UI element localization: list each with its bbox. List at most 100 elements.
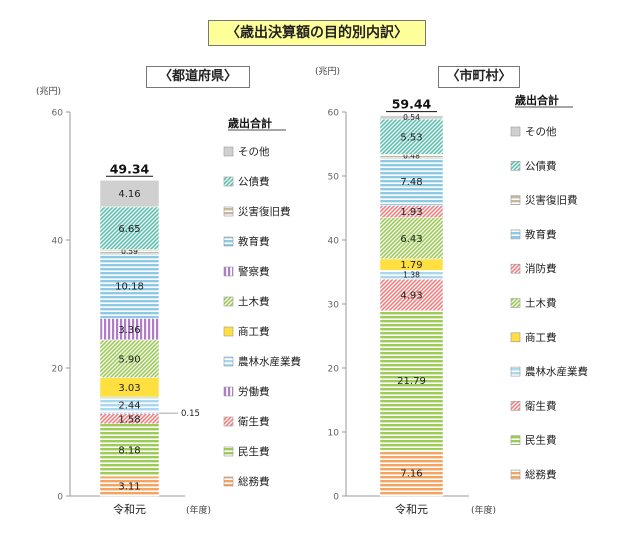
municipality-y-tick-label: 20 [328, 365, 340, 375]
municipality-data-label: 5.53 [400, 132, 422, 143]
municipality-data-label: 4.93 [400, 291, 422, 302]
municipality-legend-swatch-土木費 [510, 298, 521, 308]
municipality-legend-item-消防費: 消防費 [525, 262, 557, 275]
prefecture-legend-swatch-土木費 [223, 296, 234, 307]
prefecture-legend-swatch-民生費 [223, 446, 234, 457]
prefecture-y-tick-label: 40 [52, 237, 64, 247]
prefecture-y-tick-label: 60 [52, 109, 64, 119]
municipality-y-tick-label: 50 [328, 173, 340, 183]
prefecture-legend-swatch-衛生費 [223, 416, 234, 427]
municipality-y-tick-label: 30 [328, 301, 340, 311]
prefecture-data-label: 10.18 [115, 281, 144, 292]
municipality-data-label: 1.93 [400, 207, 422, 218]
prefecture-data-label: 0.59 [121, 247, 138, 256]
municipality-y-tick-label: 10 [328, 429, 340, 439]
municipality-segment-民生費 [379, 310, 444, 451]
municipality-legend-item-土木費: 土木費 [525, 297, 557, 310]
municipality-legend-swatch-災害復旧費 [510, 195, 521, 205]
prefecture-legend-item-教育費: 教育費 [238, 235, 270, 248]
prefecture-legend-swatch-農林水産業費 [223, 356, 234, 367]
prefecture-segment-教育費 [99, 252, 160, 319]
municipality-legend-item-災害復旧費: 災害復旧費 [525, 194, 578, 207]
municipality-legend-swatch-衛生費 [510, 401, 521, 411]
municipality-legend-item-商工費: 商工費 [525, 331, 557, 344]
prefecture-data-label: 8.18 [118, 446, 140, 457]
prefecture-legend-swatch-教育費 [223, 236, 234, 247]
prefecture-x-unit-label: (年度) [186, 504, 211, 516]
municipality-segment-教育費 [379, 157, 444, 206]
municipality-legend-swatch-教育費 [510, 229, 521, 240]
municipality-segment-その他 [379, 115, 444, 120]
prefecture-legend-swatch-労働費 [223, 386, 234, 397]
municipality-data-label: 1.38 [403, 270, 420, 279]
chart-main-title: 〈歳出決算額の目的別内訳〉 [208, 20, 426, 46]
municipality-legend-item-民生費: 民生費 [525, 434, 557, 447]
municipality-legend-swatch-その他 [510, 126, 521, 137]
prefecture-legend-item-災害復旧費: 災害復旧費 [238, 205, 291, 218]
prefecture-legend-item-民生費: 民生費 [238, 445, 270, 458]
prefecture-legend-item-衛生費: 衛生費 [238, 415, 270, 428]
municipality-data-label: 7.16 [400, 469, 422, 480]
prefecture-data-label: 0.15 [181, 409, 200, 419]
municipality-legend-item-衛生費: 衛生費 [525, 399, 557, 412]
prefecture-total-label: 49.34 [110, 161, 150, 176]
municipality-legend-swatch-消防費 [510, 263, 521, 274]
prefecture-data-label: 3.36 [118, 325, 140, 336]
prefecture-segment-公債費 [99, 206, 160, 250]
prefecture-segment-その他 [99, 180, 160, 208]
municipality-y-tick-label: 40 [328, 237, 340, 247]
municipality-total-label: 59.44 [392, 97, 432, 112]
municipality-segment-総務費 [379, 449, 444, 497]
prefecture-legend-item-農林水産業費: 農林水産業費 [238, 355, 301, 368]
municipality-legend-item-農林水産業費: 農林水産業費 [525, 365, 588, 378]
prefecture-data-label: 6.65 [118, 224, 140, 235]
prefecture-y-tick-label: 20 [52, 365, 64, 375]
municipality-legend-swatch-商工費 [510, 332, 521, 343]
prefecture-data-label: 3.03 [118, 383, 140, 394]
prefecture-legend-item-商工費: 商工費 [238, 325, 270, 338]
prefecture-legend-swatch-総務費 [223, 476, 234, 487]
prefecture-legend-item-その他: その他 [238, 145, 270, 158]
municipality-category-label: 令和元 [395, 502, 428, 516]
prefecture-segment-民生費 [99, 423, 160, 477]
municipality-data-label: 6.43 [400, 234, 422, 245]
municipality-legend-swatch-総務費 [510, 469, 521, 480]
municipality-data-label: 0.54 [403, 113, 420, 122]
municipality-data-label: 0.48 [403, 152, 420, 161]
prefecture-legend-swatch-その他 [223, 146, 234, 157]
municipality-legend-item-その他: その他 [525, 125, 557, 138]
prefecture-legend-swatch-災害復旧費 [223, 206, 234, 217]
municipality-legend-title: 歳出合計 [515, 93, 559, 107]
prefecture-legend-item-土木費: 土木費 [238, 295, 270, 308]
prefecture-legend-swatch-公債費 [223, 176, 234, 187]
municipality-data-label: 7.48 [400, 177, 422, 188]
prefecture-data-label: 1.58 [118, 414, 140, 425]
prefecture-legend-title: 歳出合計 [228, 116, 272, 130]
municipality-legend-swatch-農林水産業費 [510, 366, 521, 377]
municipality-legend-swatch-民生費 [510, 435, 521, 446]
municipality-segment-土木費 [379, 217, 444, 260]
prefecture-legend-item-労働費: 労働費 [238, 385, 270, 398]
municipality-y-tick-label: 60 [328, 109, 340, 119]
prefecture-data-label: 5.90 [118, 354, 140, 365]
prefecture-unit-label: (兆円) [36, 86, 61, 97]
municipality-y-tick-label: 0 [333, 493, 339, 503]
municipality-legend-swatch-公債費 [510, 161, 521, 171]
municipality-segment-衛生費 [379, 278, 444, 311]
municipality-data-label: 1.79 [400, 260, 422, 271]
prefecture-data-label: 4.16 [118, 189, 140, 200]
municipality-legend-item-教育費: 教育費 [525, 228, 557, 241]
prefecture-legend-item-警察費: 警察費 [238, 265, 270, 278]
prefecture-y-tick-label: 0 [57, 493, 63, 503]
municipality-data-label: 21.79 [397, 376, 426, 387]
municipality-unit-label: (兆円) [315, 66, 340, 77]
municipality-x-unit-label: (年度) [471, 504, 496, 516]
prefecture-legend-swatch-警察費 [223, 266, 234, 277]
prefecture-data-label: 3.11 [118, 482, 140, 493]
prefecture-chart-title: 〈都道府県〉 [146, 66, 250, 88]
municipality-segment-公債費 [379, 118, 444, 155]
prefecture-category-label: 令和元 [113, 502, 146, 516]
prefecture-data-label: 2.44 [118, 400, 140, 411]
municipality-chart-title: 〈市町村〉 [438, 66, 520, 88]
prefecture-legend-item-総務費: 総務費 [238, 475, 270, 488]
